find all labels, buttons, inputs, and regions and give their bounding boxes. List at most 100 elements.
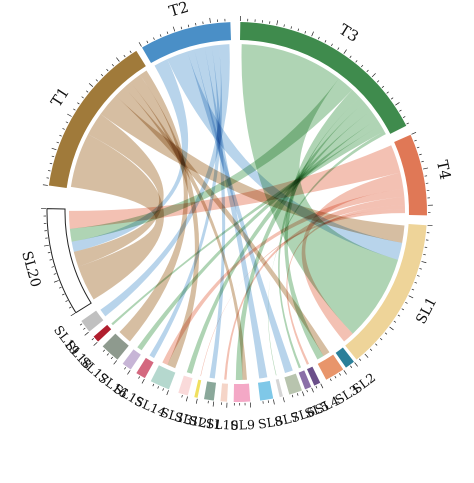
sector-sl14 [150, 365, 176, 390]
tick-mark [343, 370, 347, 375]
tick-mark [53, 280, 59, 283]
tick-mark [355, 60, 358, 63]
tick-mark [329, 378, 332, 382]
tick-mark [106, 68, 109, 72]
sectors-layer [46, 22, 427, 402]
sector-sl6 [284, 373, 302, 395]
tick-mark [146, 40, 149, 44]
tick-mark [331, 43, 333, 47]
tick-mark [159, 34, 162, 37]
tick-mark [389, 326, 394, 331]
ribbon-t4-sl1 [301, 172, 404, 342]
tick-mark [408, 295, 414, 299]
tick-mark [337, 47, 340, 50]
tick-mark [93, 342, 98, 346]
tick-mark [406, 122, 409, 125]
label-sl1: SL1 [413, 295, 440, 327]
sector-sl17 [102, 333, 129, 360]
tick-mark [311, 387, 314, 393]
tick-mark [354, 362, 358, 367]
label-sl10: SL10 [205, 416, 239, 433]
tick-mark [417, 275, 420, 277]
tick-mark [185, 396, 188, 402]
ribbon-t3-sl9 [235, 102, 371, 381]
sector-sl16 [122, 349, 141, 370]
sector-sl4 [306, 366, 321, 386]
tick-mark [343, 49, 347, 54]
tick-mark [110, 356, 113, 360]
tick-mark [290, 26, 292, 29]
tick-mark [51, 155, 55, 158]
tick-mark [421, 160, 424, 163]
tick-mark [59, 286, 62, 289]
sector-sl9 [233, 383, 251, 402]
ribbon-t1-sl20 [70, 134, 164, 300]
sector-sl8 [257, 380, 274, 401]
tick-mark [273, 399, 275, 405]
sector-t4 [394, 134, 427, 216]
tick-mark [276, 20, 279, 26]
tick-mark [282, 397, 285, 403]
tick-mark [88, 83, 94, 87]
tick-mark [397, 314, 401, 317]
tick-mark [380, 338, 383, 341]
tick-mark [47, 170, 51, 172]
ribbon-t1-sl20 [73, 113, 164, 267]
tick-mark [152, 383, 155, 387]
tick-mark [83, 327, 86, 330]
tick-mark [166, 390, 169, 396]
ticks-layer [41, 16, 433, 408]
ribbon-t4-sl20 [68, 145, 401, 229]
tick-mark [73, 108, 76, 111]
tick-mark [111, 63, 114, 67]
tick-mark [95, 79, 99, 82]
tick-mark [138, 376, 141, 379]
tick-mark [399, 109, 402, 112]
tick-mark [419, 153, 422, 156]
tick-mark [56, 141, 60, 144]
tick-mark [405, 301, 408, 304]
tick-mark [318, 36, 320, 40]
tick-mark [70, 312, 76, 317]
tick-mark [304, 30, 307, 34]
label-sl8: SL8 [257, 413, 284, 432]
tick-mark [376, 80, 380, 83]
tick-mark [49, 162, 53, 165]
tick-mark [349, 55, 352, 59]
tick-mark [81, 96, 84, 99]
tick-mark [106, 353, 109, 356]
tick-mark [65, 121, 69, 124]
tick-mark [65, 300, 68, 302]
tick-mark [296, 393, 299, 396]
sector-sl12 [194, 379, 202, 398]
tick-mark [53, 273, 57, 275]
tick-mark [180, 26, 183, 30]
tick-mark [384, 332, 388, 335]
sector-t2 [142, 22, 231, 64]
tick-mark [375, 343, 378, 346]
tick-mark [369, 348, 373, 351]
tick-mark [320, 383, 324, 389]
sector-sl1 [345, 224, 427, 360]
tick-mark [91, 338, 94, 341]
tick-mark [68, 306, 72, 309]
label-sl12: SL12 [173, 409, 208, 431]
ribbons-layer [68, 44, 406, 381]
tick-mark [291, 394, 294, 398]
tick-mark [166, 31, 169, 35]
tick-mark [181, 394, 183, 398]
label-sl20: SL20 [18, 249, 43, 289]
tick-mark [324, 40, 327, 43]
tick-mark [423, 167, 429, 170]
sector-sl11 [204, 381, 217, 401]
tick-mark [127, 370, 131, 375]
ribbon-t3-sl1 [241, 44, 399, 334]
tick-mark [79, 323, 83, 326]
tick-mark [419, 268, 422, 270]
label-t3: T3 [336, 20, 362, 46]
tick-mark [100, 73, 104, 77]
tick-mark [43, 244, 49, 247]
tick-mark [411, 131, 417, 135]
tick-mark [62, 128, 65, 130]
